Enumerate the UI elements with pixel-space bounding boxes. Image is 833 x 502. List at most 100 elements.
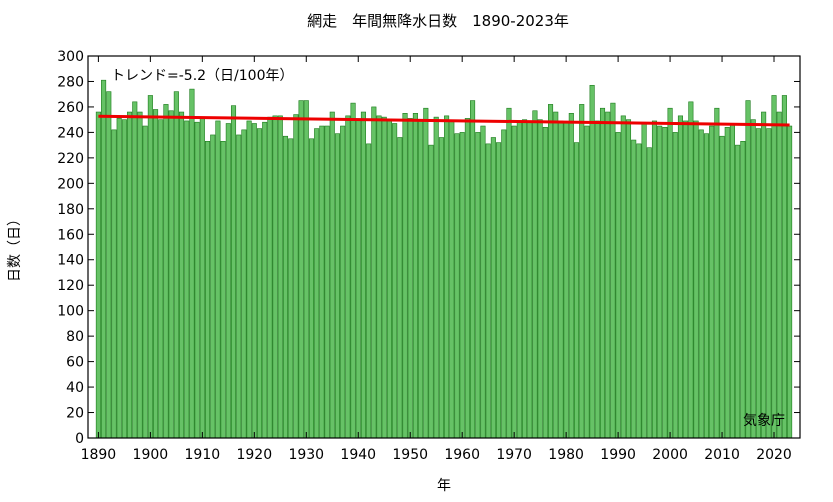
y-tick-label-40: 40 (66, 380, 84, 396)
bar-1926 (282, 135, 289, 439)
bar-series (95, 79, 793, 439)
y-tick-label-180: 180 (57, 202, 84, 218)
bar-1911 (205, 141, 211, 439)
bar-1966 (490, 137, 496, 439)
y-tick-label-160: 160 (57, 227, 84, 243)
bar-2015 (745, 100, 751, 439)
bar-1987 (599, 107, 606, 439)
bar-1978 (553, 111, 559, 439)
x-tick-label-1940: 1940 (340, 447, 376, 463)
bar-1956 (438, 137, 444, 439)
bar-1950 (407, 118, 413, 439)
bar-1967 (496, 142, 502, 439)
x-axis: 1890 1900 1910 1920 1930 1940 1950 1960 1970 1980… (81, 56, 792, 463)
bar-2020 (771, 95, 777, 439)
y-tick-label-0: 0 (75, 431, 84, 447)
bar-2006 (698, 129, 704, 439)
x-tick-label-2020: 2020 (756, 447, 792, 463)
y-axis: 0 20 40 60 80 100 120 140 160 180 200 220 240 260 280 3… (57, 49, 800, 447)
bar-1946 (386, 120, 392, 439)
bar-1935 (329, 111, 335, 439)
bar-1918 (241, 129, 247, 439)
bar-1994 (636, 143, 642, 439)
bar-1909 (194, 121, 200, 439)
bar-1913 (215, 120, 221, 439)
bar-1962 (470, 100, 476, 439)
bar-2002 (677, 115, 683, 439)
bar-1957 (444, 115, 450, 439)
bar-1968 (501, 129, 507, 439)
bar-1917 (236, 134, 242, 439)
x-tick-label-1930: 1930 (288, 447, 324, 463)
bar-1974 (532, 110, 538, 439)
bar-1897 (132, 101, 138, 439)
y-tick-label-240: 240 (57, 125, 84, 141)
bar-1948 (397, 137, 403, 439)
bar-2003 (683, 120, 689, 439)
bar-2021 (776, 111, 782, 439)
bar-1931 (308, 138, 315, 439)
bar-1955 (433, 116, 439, 439)
bar-1979 (558, 120, 564, 439)
bar-1972 (522, 119, 528, 439)
trend-label: トレンド=-5.2（日/100年） (111, 68, 294, 84)
bar-1980 (563, 121, 569, 439)
bar-2022 (781, 95, 787, 439)
y-axis-label: 日数（日） (7, 212, 23, 282)
bar-1898 (137, 111, 143, 439)
bar-1949 (402, 113, 408, 439)
bar-2018 (761, 111, 767, 439)
bar-1965 (485, 143, 491, 439)
bar-1954 (428, 144, 434, 439)
bar-2012 (729, 124, 735, 439)
bar-1927 (288, 138, 294, 439)
bar-1985 (589, 84, 595, 439)
bar-1894 (116, 118, 122, 439)
bar-1992 (625, 119, 632, 439)
bar-1975 (537, 119, 543, 439)
bar-1900 (147, 95, 153, 439)
bar-1982 (573, 142, 580, 439)
bar-1971 (516, 120, 522, 439)
plot-frame (87, 55, 801, 439)
y-tick-label-220: 220 (57, 151, 84, 167)
bar-1922 (262, 121, 268, 439)
bar-2009 (714, 107, 720, 439)
bar-1910 (199, 116, 205, 439)
bar-1991 (620, 115, 626, 439)
x-tick-label-1900: 1900 (133, 447, 169, 463)
bar-2023 (787, 125, 793, 439)
bar-1896 (127, 111, 133, 439)
bar-1903 (163, 104, 169, 439)
x-tick-label-1950: 1950 (392, 447, 428, 463)
bar-1999 (662, 127, 668, 439)
bar-1906 (179, 111, 185, 439)
bar-1964 (480, 125, 486, 439)
bar-1961 (464, 118, 470, 439)
bar-1944 (376, 115, 382, 439)
bar-1934 (324, 125, 330, 439)
bar-1902 (158, 119, 164, 439)
bar-1930 (303, 100, 309, 439)
bar-1923 (267, 116, 273, 439)
bar-1953 (423, 107, 429, 439)
bar-1914 (220, 141, 226, 439)
bar-1905 (173, 91, 179, 439)
bar-1976 (542, 127, 548, 439)
bar-1947 (392, 123, 398, 439)
bar-1986 (594, 120, 600, 439)
x-tick-label-2010: 2010 (704, 447, 740, 463)
bar-1989 (610, 102, 616, 439)
bar-1993 (631, 139, 637, 439)
x-tick-label-1960: 1960 (444, 447, 480, 463)
bar-1952 (418, 119, 424, 439)
trend-line (98, 114, 790, 127)
bar-1990 (615, 132, 621, 439)
bar-1996 (646, 147, 652, 439)
bar-1920 (251, 123, 257, 439)
y-tick-label-20: 20 (66, 406, 84, 422)
bar-2014 (740, 141, 746, 439)
bar-1933 (319, 125, 325, 439)
